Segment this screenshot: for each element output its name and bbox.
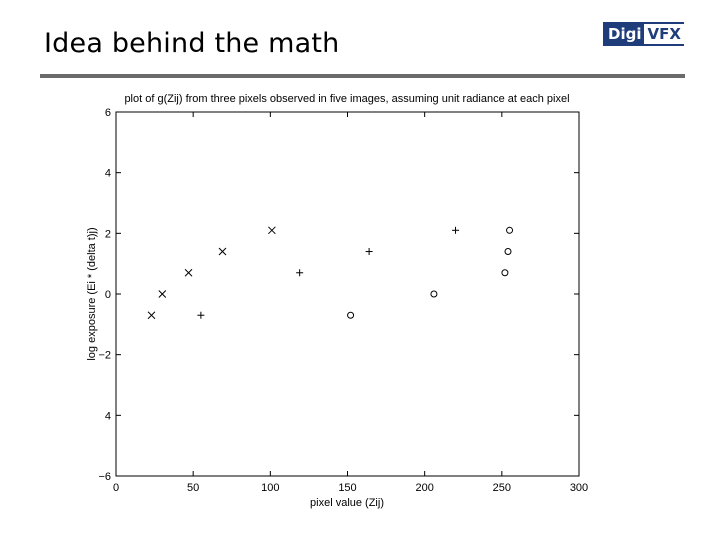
x-tick-label: 50 bbox=[187, 482, 199, 494]
chart-title: plot of g(Zij) from three pixels observe… bbox=[124, 93, 569, 105]
x-tick-label: 300 bbox=[570, 482, 588, 494]
digivfx-logo: Digi VFX bbox=[603, 22, 684, 46]
data-point-circle bbox=[506, 226, 514, 234]
logo-part-digi: Digi bbox=[605, 24, 645, 44]
slide-title: Idea behind the math bbox=[44, 28, 340, 59]
x-tick-label: 100 bbox=[261, 482, 279, 494]
data-point-x bbox=[268, 226, 276, 235]
data-point-x bbox=[158, 290, 167, 298]
y-tick-label: 4 bbox=[105, 168, 111, 180]
x-tick-label: 150 bbox=[338, 482, 356, 494]
y-axis-label: log exposure (Ei * (delta t)j) bbox=[86, 227, 98, 360]
data-point-circle bbox=[347, 311, 355, 319]
data-point-x bbox=[218, 247, 227, 256]
x-tick-label: 0 bbox=[113, 482, 119, 494]
data-point-circle bbox=[504, 248, 512, 256]
data-point-plus bbox=[296, 269, 304, 277]
x-axis-label: pixel value (Zij) bbox=[310, 497, 384, 509]
y-tick-label: −6 bbox=[98, 471, 111, 483]
y-tick-label: 6 bbox=[105, 107, 111, 119]
y-tick-label: 4 bbox=[105, 410, 111, 422]
data-point-plus bbox=[197, 311, 205, 319]
title-divider bbox=[40, 74, 685, 78]
data-point-circle bbox=[430, 290, 438, 298]
y-tick-label: −2 bbox=[98, 350, 111, 362]
data-point-circle bbox=[501, 269, 509, 277]
data-point-x bbox=[184, 268, 193, 277]
logo-part-vfx: VFX bbox=[644, 24, 684, 44]
y-tick-label: 0 bbox=[105, 289, 111, 301]
x-tick-label: 250 bbox=[493, 482, 511, 494]
x-tick-label: 200 bbox=[415, 482, 433, 494]
data-point-plus bbox=[365, 248, 373, 256]
data-point-plus bbox=[452, 226, 460, 234]
y-tick-label: 2 bbox=[105, 228, 111, 240]
plot-area-frame bbox=[115, 111, 580, 477]
data-point-x bbox=[147, 311, 156, 320]
